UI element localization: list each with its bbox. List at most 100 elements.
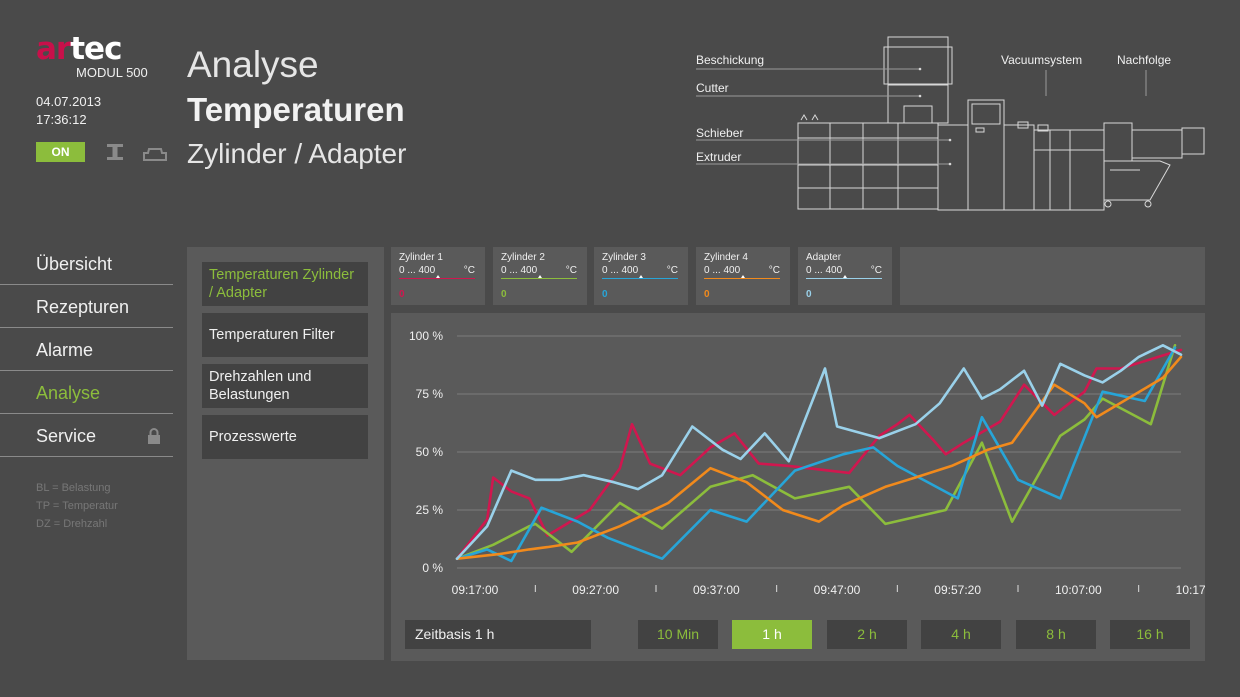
diagram-label-cutter: Cutter — [696, 81, 729, 95]
y-tick-label: 0 % — [422, 561, 443, 575]
abbrev-tp: TP = Temperatur — [36, 500, 118, 512]
series-line-4 — [455, 355, 1183, 560]
timebase-button-4h[interactable]: 4 h — [921, 620, 1001, 649]
channel-unit: °C — [870, 265, 882, 276]
main-navigation: Übersicht Rezepturen Alarme Analyse Serv… — [0, 242, 173, 457]
on-button[interactable]: ON — [36, 142, 85, 162]
nav-item-label: Analyse — [36, 383, 101, 403]
logo-ar: ar — [36, 31, 71, 67]
submenu-label: Temperaturen Filter — [209, 327, 335, 343]
page-subtitle: Zylinder / Adapter — [187, 138, 407, 169]
channel-range: 0 ... 400 — [704, 265, 741, 276]
page-title-analyse: Analyse — [187, 44, 319, 85]
channel-name: Zylinder 4 — [704, 252, 748, 263]
abbrev-dz: DZ = Drehzahl — [36, 518, 108, 530]
channel-value: 0 — [399, 289, 405, 300]
x-tick-label: 10:07:00 — [1055, 583, 1102, 597]
channel-zylinder-3[interactable]: Zylinder 3 0 ... 400 °C 0 — [594, 247, 688, 305]
nav-item-label: Alarme — [36, 340, 94, 360]
diagram-label-schieber: Schieber — [696, 126, 744, 140]
submenu-label: Drehzahlen und Belastungen — [209, 369, 312, 403]
channel-value: 0 — [704, 289, 710, 300]
nav-item-label: Übersicht — [36, 254, 113, 274]
channel-range: 0 ... 400 — [399, 265, 436, 276]
y-tick-label: 25 % — [416, 503, 444, 517]
channel-range: 0 ... 400 — [501, 265, 538, 276]
diagram-label-extruder: Extruder — [696, 150, 742, 164]
channel-unit: °C — [666, 265, 678, 276]
nav-item-rezepturen[interactable]: Rezepturen — [0, 285, 173, 328]
channel-name: Zylinder 3 — [602, 252, 646, 263]
model-label: MODUL 500 — [76, 65, 148, 80]
submenu-label: Prozesswerte — [209, 429, 297, 445]
y-tick-label: 50 % — [416, 445, 444, 459]
channel-color-line — [602, 278, 678, 279]
channel-value: 0 — [806, 289, 812, 300]
submenu-temp-filter[interactable]: Temperaturen Filter — [202, 313, 368, 357]
nav-item-service[interactable]: Service — [0, 414, 173, 457]
channel-name: Adapter — [806, 252, 842, 263]
channel-range: 0 ... 400 — [806, 265, 843, 276]
channel-marker — [639, 275, 643, 278]
channel-zylinder-1[interactable]: Zylinder 1 0 ... 400 °C 0 — [391, 247, 485, 305]
diagram-label-nachfolge: Nachfolge — [1117, 53, 1172, 67]
nav-item-uebersicht[interactable]: Übersicht — [0, 242, 173, 285]
x-tick-label: 09:47:00 — [814, 583, 861, 597]
logo-tec: tec — [70, 31, 122, 67]
timebase-button-1h[interactable]: 1 h — [732, 620, 812, 649]
artec-logo: artec MODUL 500 — [36, 34, 161, 84]
x-tick-label: 09:37:00 — [693, 583, 740, 597]
series-line-5 — [455, 343, 1183, 560]
x-tick-label: 09:57:20 — [934, 583, 981, 597]
channel-unit: °C — [565, 265, 577, 276]
channel-zylinder-2[interactable]: Zylinder 2 0 ... 400 °C 0 — [493, 247, 587, 305]
timebase-button-8h[interactable]: 8 h — [1016, 620, 1096, 649]
temperature-line-chart: 0 % 25 % 50 % 75 % 100 % 09:17:00 09:27:00 09:3… — [409, 329, 1205, 597]
channel-marker — [538, 275, 542, 278]
analysis-submenu: Temperaturen Zylinder / Adapter Temperat… — [187, 247, 384, 660]
nav-item-label: Rezepturen — [36, 297, 130, 317]
y-tick-label: 100 % — [409, 329, 443, 343]
timebase-label: Zeitbasis 1 h — [405, 620, 591, 649]
series-line-2 — [455, 343, 1177, 560]
channel-zylinder-4[interactable]: Zylinder 4 0 ... 400 °C 0 — [696, 247, 790, 305]
series-line-3 — [455, 346, 1177, 563]
channel-color-line — [704, 278, 780, 279]
channel-marker — [843, 275, 847, 278]
abbrev-bl: BL = Belastung — [36, 482, 111, 494]
x-tick-label: 09:17:00 — [452, 583, 499, 597]
timebase-button-2h[interactable]: 2 h — [827, 620, 907, 649]
channel-color-line — [399, 278, 475, 279]
date-display: 04.07.2013 — [36, 94, 102, 109]
diagram-label-beschickung: Beschickung — [696, 53, 765, 67]
channel-adapter[interactable]: Adapter 0 ... 400 °C 0 — [798, 247, 892, 305]
x-tick-label: 10:17:00 — [1176, 583, 1205, 597]
timebase-button-10min[interactable]: 10 Min — [638, 620, 718, 649]
channel-color-line — [501, 278, 577, 279]
submenu-prozesswerte[interactable]: Prozesswerte — [202, 415, 368, 459]
y-tick-label: 75 % — [416, 387, 444, 401]
channel-marker — [436, 275, 440, 278]
timebase-button-16h[interactable]: 16 h — [1110, 620, 1190, 649]
page-title-temperaturen: Temperaturen — [187, 91, 405, 128]
time-display: 17:36:12 — [36, 112, 87, 127]
submenu-label: Temperaturen Zylinder / Adapter — [209, 267, 355, 301]
tray-icon[interactable] — [143, 142, 167, 162]
diagram-label-vacuum: Vacuumsystem — [1001, 53, 1083, 67]
nav-item-analyse[interactable]: Analyse — [0, 371, 173, 414]
channel-empty-slot — [900, 247, 1205, 305]
channel-marker — [741, 275, 745, 278]
channel-value: 0 — [602, 289, 608, 300]
submenu-drehzahlen[interactable]: Drehzahlen und Belastungen — [202, 364, 368, 408]
nav-item-alarme[interactable]: Alarme — [0, 328, 173, 371]
nav-item-label: Service — [36, 426, 97, 446]
submenu-temp-zylinder-adapter[interactable]: Temperaturen Zylinder / Adapter — [202, 262, 368, 306]
temperature-chart-panel: 0 % 25 % 50 % 75 % 100 % 09:17:00 09:27:00 09:3… — [391, 313, 1205, 661]
channel-name: Zylinder 1 — [399, 252, 443, 263]
machine-diagram: Beschickung Cutter Schieber Extruder Vac… — [680, 30, 1220, 220]
lock-icon — [148, 428, 160, 444]
channel-range: 0 ... 400 — [602, 265, 639, 276]
column-icon[interactable] — [106, 142, 124, 162]
channel-unit: °C — [768, 265, 780, 276]
x-tick-label: 09:27:00 — [572, 583, 619, 597]
